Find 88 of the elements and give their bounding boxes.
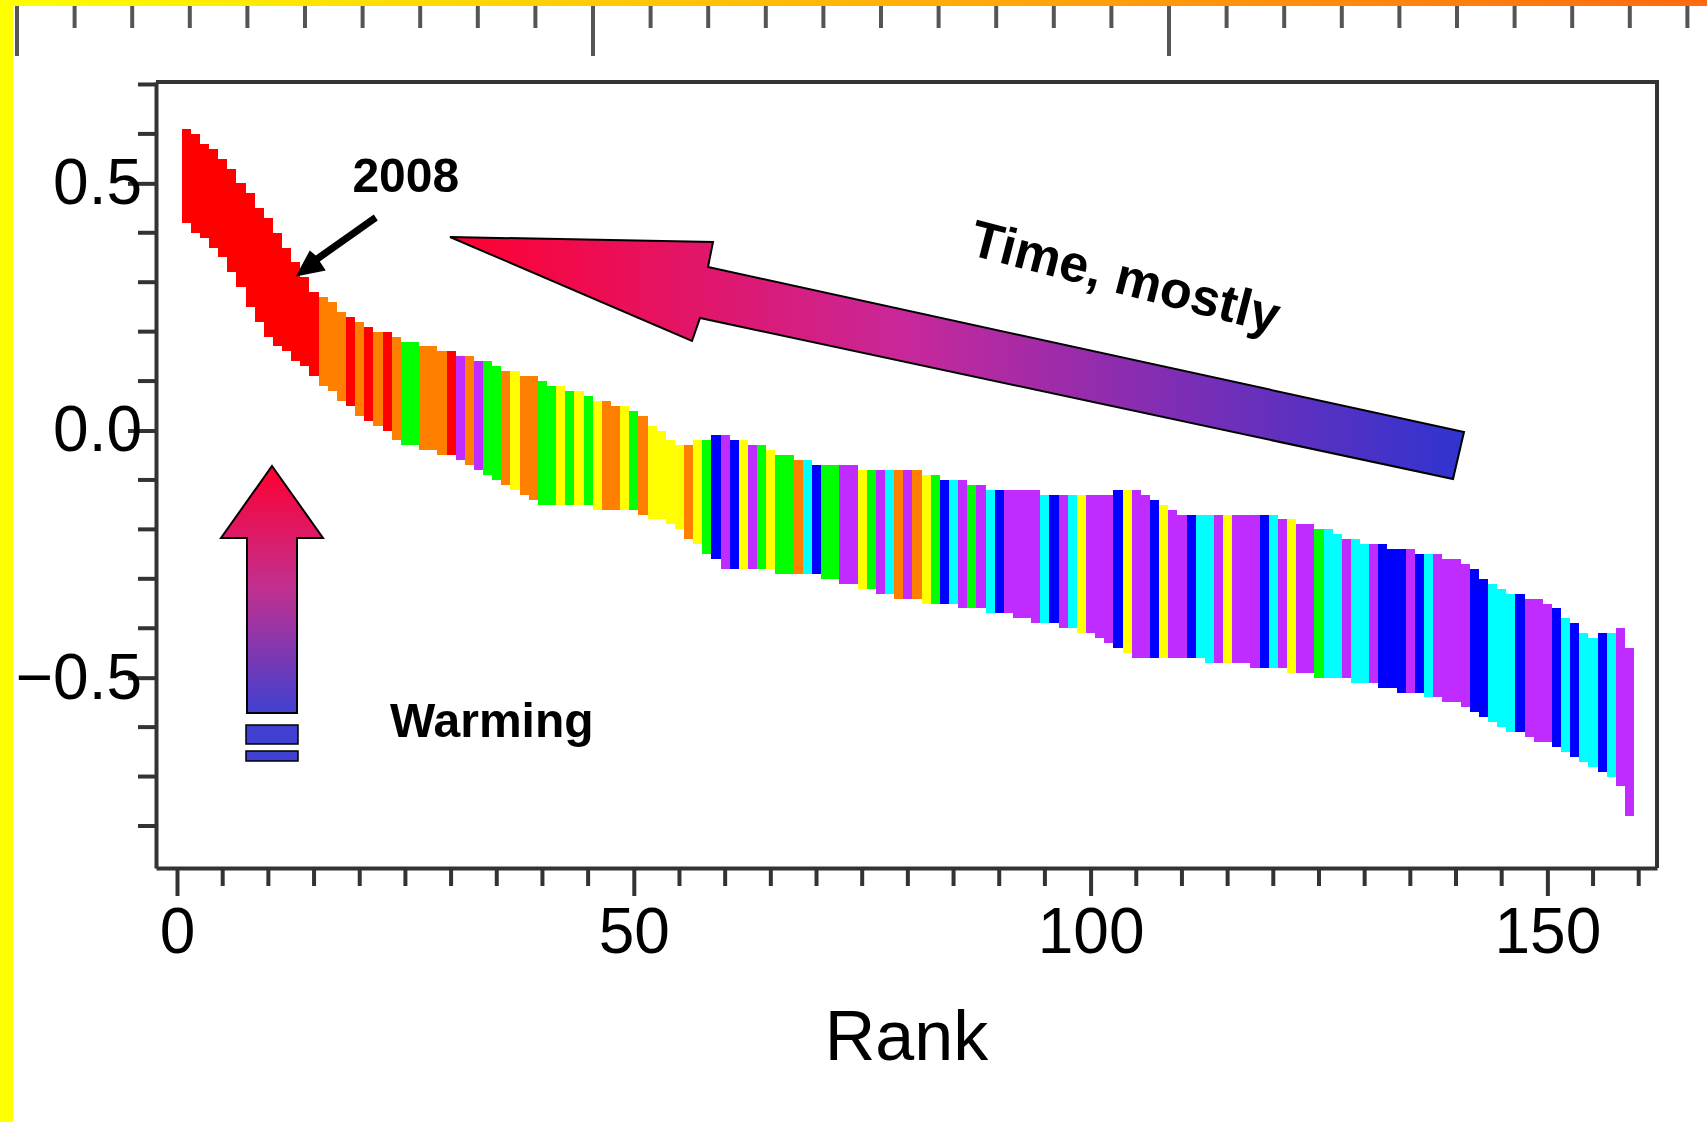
bar bbox=[1606, 633, 1616, 777]
bar bbox=[629, 410, 639, 510]
bar bbox=[638, 415, 648, 515]
y-tick-label: −0.5 bbox=[15, 640, 142, 713]
bar bbox=[583, 395, 593, 505]
bar bbox=[455, 356, 465, 461]
x-tick-label: 150 bbox=[1494, 895, 1602, 968]
bar bbox=[1268, 514, 1278, 668]
bar bbox=[1213, 514, 1224, 663]
bar bbox=[729, 440, 739, 569]
bar bbox=[811, 465, 822, 574]
bar bbox=[364, 326, 374, 421]
bar bbox=[885, 470, 895, 594]
bar bbox=[994, 489, 1004, 614]
bar bbox=[1186, 514, 1196, 658]
bar bbox=[446, 351, 456, 456]
bar bbox=[939, 479, 949, 604]
bar bbox=[1076, 494, 1087, 634]
bar bbox=[702, 440, 712, 555]
bar bbox=[866, 470, 876, 589]
bar bbox=[958, 479, 968, 609]
bar bbox=[1067, 494, 1077, 629]
bar bbox=[1314, 529, 1324, 678]
annotation: Warming bbox=[390, 694, 594, 747]
bar bbox=[1515, 593, 1525, 733]
bar bbox=[1122, 489, 1132, 653]
y-tick-label: 0.0 bbox=[53, 393, 142, 466]
bar bbox=[1149, 499, 1160, 658]
bar bbox=[592, 400, 602, 510]
bar bbox=[793, 460, 803, 574]
bar bbox=[711, 435, 721, 560]
bar bbox=[1570, 623, 1580, 757]
bar bbox=[1277, 519, 1288, 668]
bar bbox=[738, 440, 748, 569]
annotation: Time, mostly bbox=[964, 208, 1287, 345]
bar bbox=[473, 361, 484, 471]
bar bbox=[875, 470, 886, 594]
bar bbox=[346, 316, 356, 406]
bar bbox=[501, 371, 511, 485]
bar bbox=[894, 470, 904, 599]
bar bbox=[1561, 618, 1571, 752]
bar bbox=[766, 450, 776, 569]
annotation: 2008 bbox=[352, 149, 460, 203]
bar bbox=[1259, 514, 1269, 668]
bar bbox=[1405, 549, 1415, 693]
bar bbox=[930, 475, 940, 604]
bar bbox=[1551, 608, 1562, 747]
bar bbox=[355, 321, 365, 416]
bar bbox=[1424, 554, 1434, 698]
bar bbox=[1414, 554, 1425, 693]
bar bbox=[1049, 494, 1059, 624]
x-tick-label: 100 bbox=[1037, 895, 1145, 968]
bar bbox=[748, 445, 758, 569]
bar bbox=[948, 479, 959, 604]
bar bbox=[903, 470, 913, 599]
bar bbox=[1040, 494, 1050, 624]
bar bbox=[373, 331, 383, 426]
bar bbox=[1341, 539, 1351, 678]
bar bbox=[912, 470, 922, 599]
bar bbox=[757, 445, 767, 569]
bar bbox=[976, 484, 986, 609]
bar bbox=[921, 475, 931, 604]
x-tick-label: 50 bbox=[598, 895, 670, 968]
bar bbox=[967, 484, 977, 609]
bar bbox=[857, 470, 867, 589]
bar bbox=[1597, 633, 1607, 772]
bar bbox=[1113, 489, 1123, 649]
bar bbox=[684, 445, 694, 540]
bar bbox=[464, 356, 474, 466]
bar bbox=[574, 390, 584, 505]
bar bbox=[510, 371, 520, 490]
x-tick-label: 0 bbox=[159, 895, 196, 968]
bar bbox=[1223, 514, 1233, 663]
bar bbox=[802, 460, 812, 574]
bar bbox=[693, 440, 703, 545]
x-axis-title: Rank bbox=[824, 997, 990, 1075]
bar bbox=[565, 390, 575, 505]
bar bbox=[1159, 504, 1169, 658]
bar bbox=[620, 405, 630, 510]
bar bbox=[382, 331, 392, 431]
y-tick-label: 0.5 bbox=[53, 146, 142, 219]
bar bbox=[1369, 544, 1379, 683]
bar bbox=[1287, 519, 1297, 673]
bar bbox=[556, 386, 566, 505]
bar bbox=[1058, 494, 1068, 629]
bar bbox=[391, 336, 401, 441]
bar bbox=[985, 489, 995, 614]
bar bbox=[720, 435, 730, 569]
